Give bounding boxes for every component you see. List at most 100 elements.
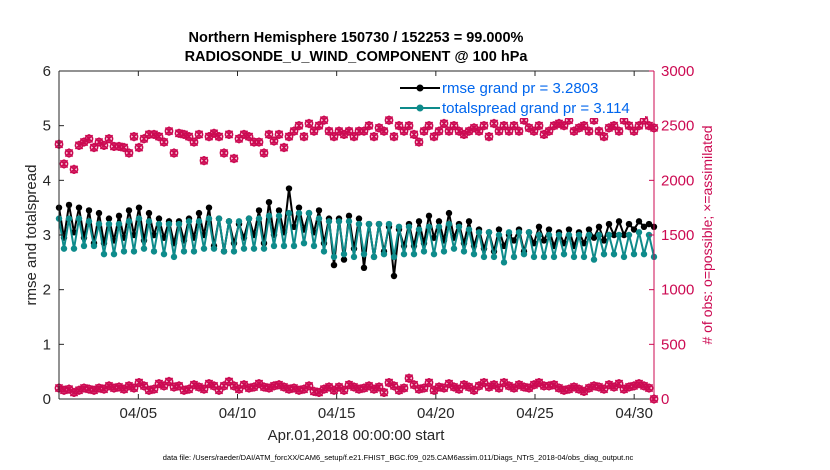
obs-assimilated-point <box>569 126 579 136</box>
rmse-point <box>610 231 618 239</box>
obs-assimilated-point <box>149 129 159 140</box>
obs-assimilated-point <box>334 382 344 392</box>
rmse-point <box>390 272 398 280</box>
y-tick-label-left: 6 <box>43 63 51 80</box>
y-tick-label-right: 1000 <box>661 282 694 299</box>
totalspread-point <box>270 242 278 250</box>
obs-assimilated-point <box>364 381 374 391</box>
obs-assimilated-point <box>69 164 79 174</box>
obs-assimilated-point <box>124 381 134 391</box>
totalspread-point <box>235 218 243 225</box>
rmse-point <box>95 209 103 217</box>
obs-assimilated-point <box>214 132 224 142</box>
totalspread-point <box>225 218 233 225</box>
obs-assimilated-point <box>384 115 394 125</box>
obs-assimilated-point <box>474 381 484 391</box>
obs-assimilated-point <box>129 132 139 142</box>
obs-count-series-group <box>54 115 659 404</box>
legend: rmse grand pr = 3.2803 totalspread grand… <box>395 76 645 118</box>
totalspread-point <box>580 253 588 261</box>
totalspread-point <box>490 253 498 261</box>
obs-assimilated-point <box>604 123 614 133</box>
rmse-point <box>580 240 588 247</box>
obs-assimilated-point <box>554 383 564 393</box>
obs-assimilated-point <box>324 382 334 392</box>
obs-assimilated-point <box>524 123 534 133</box>
totalspread-point <box>365 220 373 228</box>
y-axis-label-right: # of obs: o=possible; ×=assimilated <box>699 125 715 344</box>
obs-assimilated-point <box>569 382 579 392</box>
y-tick-label-left: 5 <box>43 118 51 135</box>
totalspread-point <box>105 220 113 228</box>
totalspread-point <box>505 229 513 236</box>
totalspread-point <box>610 250 618 258</box>
obs-assimilated-point <box>549 380 559 390</box>
rmse-point <box>285 185 293 192</box>
obs-assimilated-point <box>194 129 204 140</box>
totalspread-point <box>275 212 283 220</box>
totalspread-point <box>290 242 298 250</box>
obs-assimilated-point <box>164 126 174 136</box>
rmse-point <box>465 218 473 225</box>
rmse-point <box>615 218 623 225</box>
totalspread-point <box>180 248 188 255</box>
totalspread-point <box>350 253 358 261</box>
x-tick-label: 04/30 <box>615 405 653 422</box>
totalspread-point <box>625 231 633 239</box>
obs-assimilated-point <box>279 142 289 153</box>
totalspread-point <box>130 248 138 255</box>
totalspread-point <box>400 250 408 258</box>
chart-title-line2: RADIOSONDE_U_WIND_COMPONENT @ 100 hPa <box>185 49 529 65</box>
obs-assimilated-point <box>159 137 169 147</box>
obs-assimilated-point <box>64 384 74 394</box>
rmse-point <box>85 207 93 214</box>
obs-assimilated-point <box>229 153 239 164</box>
totalspread-point <box>550 253 558 261</box>
totalspread-point <box>245 215 253 222</box>
obs-assimilated-point <box>599 132 609 142</box>
obs-assimilated-point <box>204 132 214 142</box>
rmse-point <box>600 237 608 244</box>
obs-assimilated-point <box>404 373 414 383</box>
legend-label-totalspread: totalspread grand pr = 3.114 <box>442 100 630 117</box>
obs-assimilated-point <box>104 134 114 144</box>
obs-assimilated-point <box>194 382 204 392</box>
totalspread-point <box>530 253 538 261</box>
totalspread-point <box>370 253 378 261</box>
totalspread-point <box>80 242 88 250</box>
totalspread-line <box>58 212 655 263</box>
rmse-point <box>625 220 633 228</box>
totalspread-point <box>190 248 198 255</box>
obs-assimilated-point <box>359 383 369 393</box>
legend-label-rmse: rmse grand pr = 3.2803 <box>442 80 598 97</box>
totalspread-point <box>520 250 528 258</box>
totalspread-point <box>605 231 613 239</box>
rmse-point <box>495 226 503 233</box>
obs-assimilated-point <box>384 378 394 388</box>
obs-assimilated-point <box>389 132 399 142</box>
obs-assimilated-point <box>514 126 524 136</box>
rmse-point <box>565 226 573 233</box>
y-tick-label-left: 3 <box>43 227 51 244</box>
totalspread-point <box>155 220 163 228</box>
chart-title-line1: Northern Hemisphere 150730 / 152253 = 99… <box>189 30 524 46</box>
obs-assimilated-point <box>369 384 379 394</box>
totalspread-point <box>250 245 258 252</box>
legend-box <box>395 76 645 118</box>
rmse-point <box>75 204 83 211</box>
y-tick-label-left: 4 <box>43 172 51 189</box>
obs-assimilated-point <box>329 385 339 395</box>
totalspread-point <box>545 231 553 239</box>
rmse-point <box>605 220 613 228</box>
totalspread-point <box>210 245 218 252</box>
obs-assimilated-point <box>264 129 274 140</box>
obs-assimilated-point <box>59 159 69 169</box>
obs-assimilated-point <box>319 115 329 125</box>
totalspread-point <box>595 231 603 239</box>
obs-assimilated-point <box>574 123 584 133</box>
totalspread-point <box>340 250 348 258</box>
totalspread-point <box>125 218 133 225</box>
totalspread-point <box>360 250 368 258</box>
obs-assimilated-point <box>469 123 479 133</box>
